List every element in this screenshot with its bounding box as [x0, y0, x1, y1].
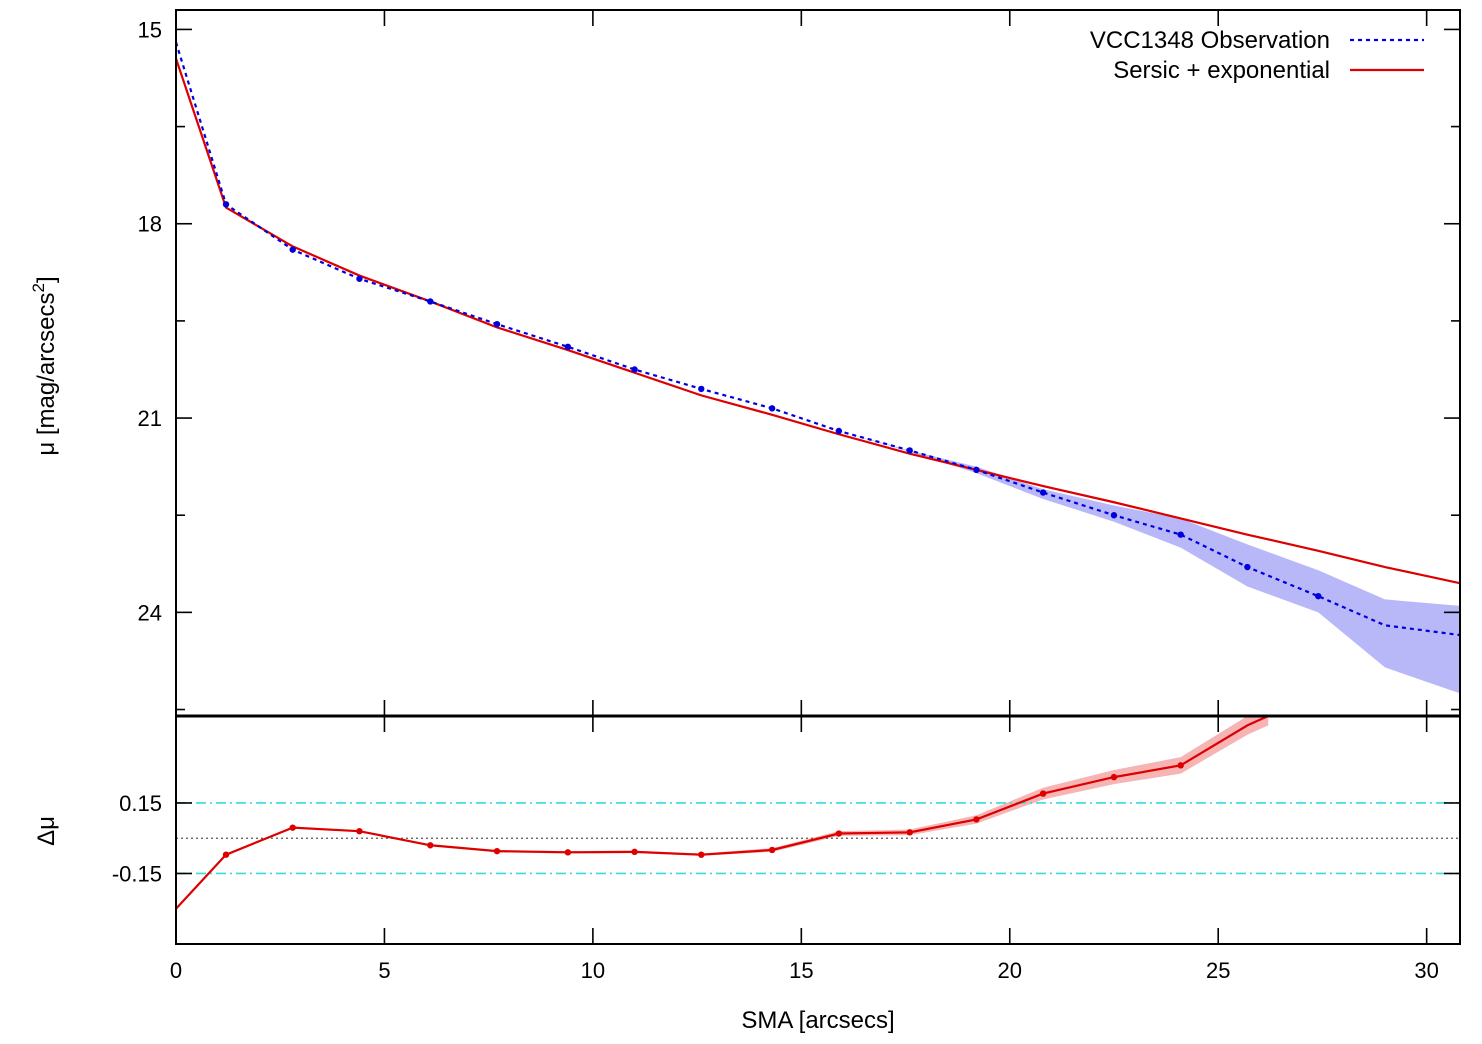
axis-tick-labels: 0 5 10 15 20 25 30 15 18 21 24 0.15 -0.15	[112, 17, 1439, 983]
residual-point	[1039, 790, 1047, 797]
observation-point	[1244, 563, 1251, 571]
observation-point	[1039, 489, 1047, 496]
residual-point	[768, 846, 776, 854]
observation-point	[835, 427, 843, 435]
y-tick-label: 18	[138, 212, 162, 237]
svg-text:μ [mag/arcsecs2]: μ [mag/arcsecs2]	[29, 276, 60, 455]
y-tick-label: 0.15	[119, 791, 162, 816]
y-tick-label: 15	[138, 17, 162, 42]
residual-point	[564, 849, 572, 856]
observation-point	[222, 201, 230, 208]
residual-point	[835, 830, 843, 837]
residual-plot-frame	[175, 715, 1461, 945]
observation-point	[356, 275, 363, 282]
residual-point	[1110, 773, 1118, 781]
y-axis-label-close: ]	[33, 276, 60, 283]
x-tick-label: 15	[789, 958, 813, 983]
sersic-exponential-fit-line	[176, 58, 1460, 585]
residual-point	[906, 829, 913, 836]
legend: VCC1348 Observation Sersic + exponential	[1090, 27, 1424, 84]
observation-point	[1177, 531, 1184, 538]
residual-point	[973, 816, 980, 823]
observation-line	[176, 42, 1460, 637]
residual-point	[356, 827, 363, 835]
observation-point	[1315, 592, 1322, 600]
residual-point	[289, 824, 296, 831]
residual-point	[222, 851, 230, 858]
y-axis-label-superscript: 2	[29, 283, 48, 292]
y-axis-label-main: μ [mag/arcsecs	[33, 292, 60, 455]
residual-error-band	[176, 716, 1269, 909]
observation-point	[973, 466, 980, 474]
y-axis-label-top: μ [mag/arcsecs2]	[29, 276, 60, 455]
x-tick-label: 30	[1414, 958, 1438, 983]
y-tick-label: 21	[138, 406, 162, 431]
residual-point	[493, 847, 501, 855]
y-tick-label: -0.15	[112, 861, 162, 886]
residual-line	[176, 716, 1269, 910]
x-tick-label: 5	[378, 958, 390, 983]
observation-error-band	[176, 42, 1460, 694]
residual-point	[427, 842, 434, 849]
residual-point	[698, 851, 705, 858]
residual-error-band-layer	[176, 716, 1269, 909]
profile-series-layer	[176, 42, 1460, 637]
x-axis-label: SMA [arcsecs]	[741, 1007, 894, 1034]
profile-plot-frame	[175, 9, 1461, 717]
x-tick-label: 10	[581, 958, 605, 983]
x-tick-label: 25	[1206, 958, 1230, 983]
plot-frames	[175, 9, 1461, 945]
observation-point	[698, 385, 705, 393]
legend-entry-label: VCC1348 Observation	[1090, 27, 1330, 54]
observation-point	[768, 405, 776, 412]
residual-series-layer	[176, 716, 1269, 910]
observation-point	[493, 320, 501, 328]
observation-point	[906, 447, 913, 454]
observation-point	[631, 366, 638, 373]
residual-point	[631, 848, 638, 856]
x-tick-label: 20	[998, 958, 1022, 983]
observation-point	[564, 343, 572, 351]
y-axis-label-bottom: Δμ	[33, 816, 60, 846]
observation-error-band-layer	[176, 42, 1460, 694]
y-tick-label: 24	[138, 600, 162, 625]
observation-point	[1110, 512, 1118, 519]
observation-point	[289, 246, 296, 253]
residual-point	[1177, 762, 1184, 769]
x-tick-label: 0	[170, 958, 182, 983]
observation-point	[427, 298, 434, 305]
axis-ticks	[175, 10, 1460, 944]
residual-reference-lines	[176, 802, 1460, 875]
legend-entry-label: Sersic + exponential	[1113, 57, 1330, 84]
